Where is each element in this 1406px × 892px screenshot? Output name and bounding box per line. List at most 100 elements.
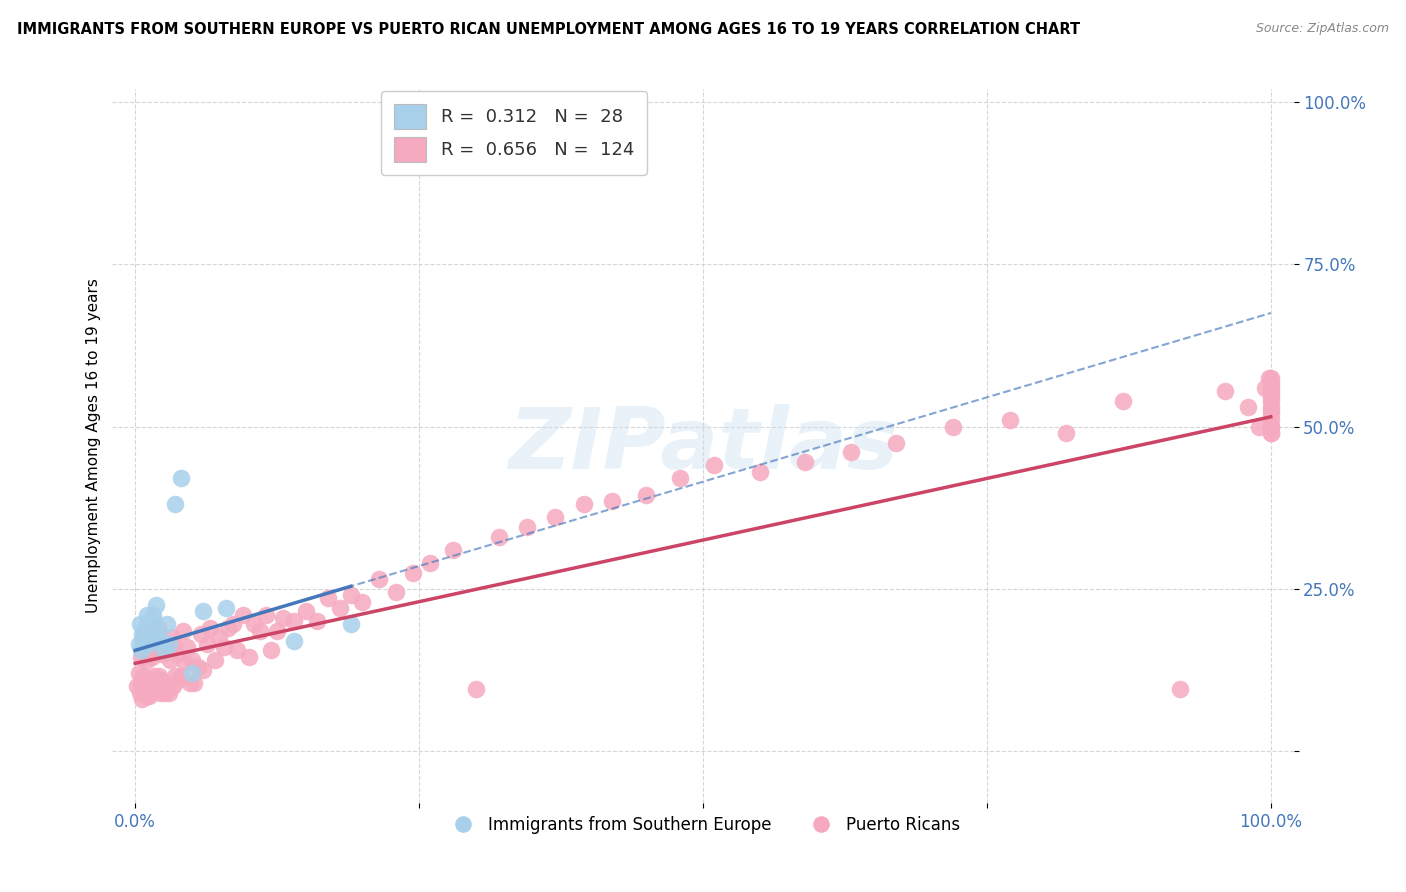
- Point: [1215, 384, 1237, 398]
- Point: [488, 530, 510, 544]
- Point: [441, 542, 464, 557]
- Point: [128, 637, 150, 651]
- Point: [166, 647, 188, 661]
- Point: [156, 679, 179, 693]
- Point: [139, 673, 162, 687]
- Point: [187, 659, 209, 673]
- Point: [139, 682, 162, 697]
- Point: [136, 682, 159, 697]
- Point: [134, 682, 156, 697]
- Point: [128, 685, 150, 699]
- Point: [132, 633, 155, 648]
- Point: [193, 663, 215, 677]
- Point: [1260, 387, 1282, 401]
- Point: [141, 631, 163, 645]
- Point: [998, 413, 1021, 427]
- Point: [1249, 419, 1271, 434]
- Point: [368, 572, 391, 586]
- Point: [1260, 377, 1282, 392]
- Point: [132, 669, 155, 683]
- Point: [195, 637, 218, 651]
- Point: [215, 601, 238, 615]
- Point: [179, 675, 201, 690]
- Point: [1260, 371, 1282, 385]
- Point: [176, 640, 198, 654]
- Point: [193, 604, 215, 618]
- Point: [134, 621, 156, 635]
- Point: [316, 591, 339, 606]
- Point: [572, 497, 595, 511]
- Point: [152, 647, 174, 661]
- Point: [145, 598, 167, 612]
- Point: [544, 510, 567, 524]
- Point: [1260, 419, 1282, 434]
- Point: [128, 666, 150, 681]
- Point: [143, 669, 166, 683]
- Point: [162, 679, 184, 693]
- Point: [249, 624, 271, 638]
- Point: [1260, 393, 1282, 408]
- Point: [636, 488, 658, 502]
- Point: [172, 624, 194, 638]
- Point: [1168, 682, 1191, 697]
- Point: [152, 675, 174, 690]
- Point: [1260, 384, 1282, 398]
- Point: [134, 640, 156, 654]
- Point: [516, 520, 538, 534]
- Y-axis label: Unemployment Among Ages 16 to 19 years: Unemployment Among Ages 16 to 19 years: [86, 278, 101, 614]
- Point: [464, 682, 486, 697]
- Point: [266, 624, 288, 638]
- Point: [169, 471, 191, 485]
- Point: [156, 617, 179, 632]
- Text: IMMIGRANTS FROM SOUTHERN EUROPE VS PUERTO RICAN UNEMPLOYMENT AMONG AGES 16 TO 19: IMMIGRANTS FROM SOUTHERN EUROPE VS PUERT…: [17, 22, 1080, 37]
- Point: [212, 640, 235, 654]
- Point: [600, 494, 623, 508]
- Point: [163, 637, 186, 651]
- Point: [131, 627, 153, 641]
- Point: [127, 679, 149, 693]
- Point: [329, 601, 352, 615]
- Point: [139, 617, 162, 632]
- Text: Source: ZipAtlas.com: Source: ZipAtlas.com: [1256, 22, 1389, 36]
- Point: [271, 611, 294, 625]
- Point: [1260, 400, 1282, 414]
- Point: [163, 497, 186, 511]
- Point: [181, 653, 204, 667]
- Point: [139, 631, 162, 645]
- Point: [1260, 403, 1282, 417]
- Point: [305, 614, 328, 628]
- Point: [135, 607, 157, 622]
- Point: [138, 637, 160, 651]
- Point: [1054, 425, 1077, 440]
- Point: [238, 649, 260, 664]
- Point: [1257, 371, 1279, 385]
- Point: [131, 692, 153, 706]
- Point: [1260, 381, 1282, 395]
- Point: [146, 621, 169, 635]
- Point: [148, 669, 170, 683]
- Point: [208, 631, 231, 645]
- Legend: Immigrants from Southern Europe, Puerto Ricans: Immigrants from Southern Europe, Puerto …: [439, 810, 967, 841]
- Point: [1260, 425, 1282, 440]
- Point: [138, 624, 160, 638]
- Point: [128, 617, 150, 632]
- Point: [134, 631, 156, 645]
- Point: [181, 666, 204, 681]
- Point: [1260, 419, 1282, 434]
- Point: [794, 455, 817, 469]
- Point: [129, 649, 152, 664]
- Point: [139, 633, 162, 648]
- Point: [174, 657, 197, 671]
- Point: [254, 607, 277, 622]
- Point: [150, 673, 173, 687]
- Point: [190, 627, 212, 641]
- Point: [385, 585, 408, 599]
- Text: ZIPatlas: ZIPatlas: [508, 404, 898, 488]
- Point: [146, 673, 169, 687]
- Point: [142, 631, 165, 645]
- Point: [1260, 425, 1282, 440]
- Point: [1260, 407, 1282, 421]
- Point: [283, 633, 305, 648]
- Point: [141, 649, 163, 664]
- Point: [138, 689, 160, 703]
